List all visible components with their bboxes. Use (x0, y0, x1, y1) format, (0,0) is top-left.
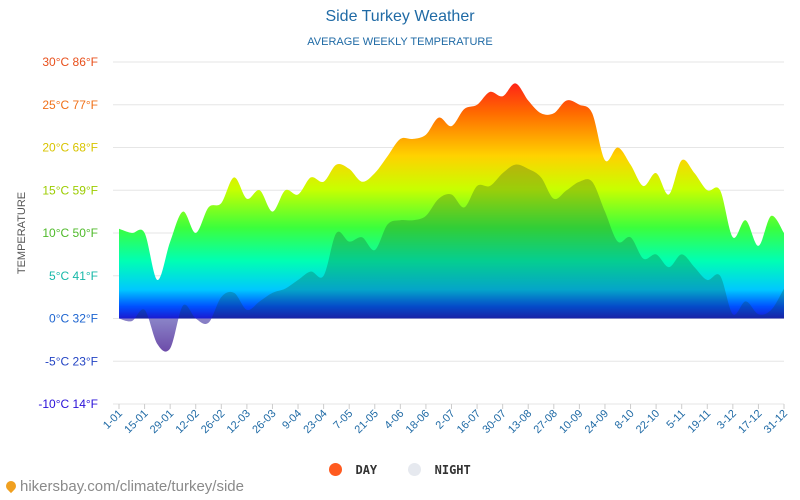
y-tick-label: 5°C 41°F (49, 269, 98, 283)
x-tick-label: 15-01 (122, 408, 150, 436)
y-tick-label: -5°C 23°F (45, 354, 98, 368)
y-tick-label: 25°C 77°F (42, 98, 98, 112)
x-tick-label: 5-11 (664, 408, 687, 431)
chart-title: Side Turkey Weather (325, 8, 475, 25)
x-tick-label: 22-10 (634, 408, 662, 436)
night-marker-icon (408, 463, 422, 476)
legend-label-night: NIGHT (434, 463, 471, 477)
y-tick-label: -10°C 14°F (38, 397, 98, 411)
day-marker-icon (329, 463, 343, 476)
chart-legend: DAY NIGHT (0, 463, 800, 477)
x-tick-label: 24-09 (583, 408, 611, 436)
x-tick-label: 12-02 (173, 408, 201, 436)
x-tick-label: 26-02 (199, 408, 227, 436)
legend-item-night[interactable]: NIGHT (408, 463, 471, 477)
x-tick-label: 30-07 (480, 408, 508, 436)
night-series-area (119, 164, 784, 319)
x-tick-label: 13-08 (506, 408, 534, 436)
legend-item-day[interactable]: DAY (329, 463, 377, 477)
x-tick-label: 23-04 (301, 408, 329, 436)
x-tick-label: 31-12 (762, 408, 790, 436)
y-tick-label: 10°C 50°F (42, 226, 98, 240)
x-tick-label: 21-05 (353, 408, 381, 436)
day-series-area (119, 83, 784, 319)
chart-subtitle: AVERAGE WEEKLY TEMPERATURE (307, 36, 493, 48)
y-tick-label: 0°C 32°F (49, 312, 98, 326)
x-tick-label: 29-01 (148, 408, 176, 436)
y-tick-label: 15°C 59°F (42, 183, 98, 197)
x-tick-label: 10-09 (557, 408, 585, 436)
y-tick-label: 30°C 86°F (42, 55, 98, 69)
x-tick-label: 16-07 (455, 408, 483, 436)
x-tick-label: 12-03 (225, 408, 253, 436)
source-link-text: hikersbay.com/climate/turkey/side (20, 478, 244, 495)
source-link[interactable]: hikersbay.com/climate/turkey/side (3, 478, 244, 495)
y-axis-label: TEMPERATURE (16, 192, 28, 274)
x-tick-label: 26-03 (250, 408, 278, 436)
x-tick-label: 17-12 (736, 408, 764, 436)
x-tick-label: 19-11 (686, 408, 714, 436)
legend-label-day: DAY (355, 463, 378, 477)
x-tick-label: 27-08 (532, 408, 560, 436)
x-tick-label: 18-06 (404, 408, 432, 436)
location-pin-icon (3, 478, 19, 494)
y-tick-label: 20°C 68°F (42, 141, 98, 155)
